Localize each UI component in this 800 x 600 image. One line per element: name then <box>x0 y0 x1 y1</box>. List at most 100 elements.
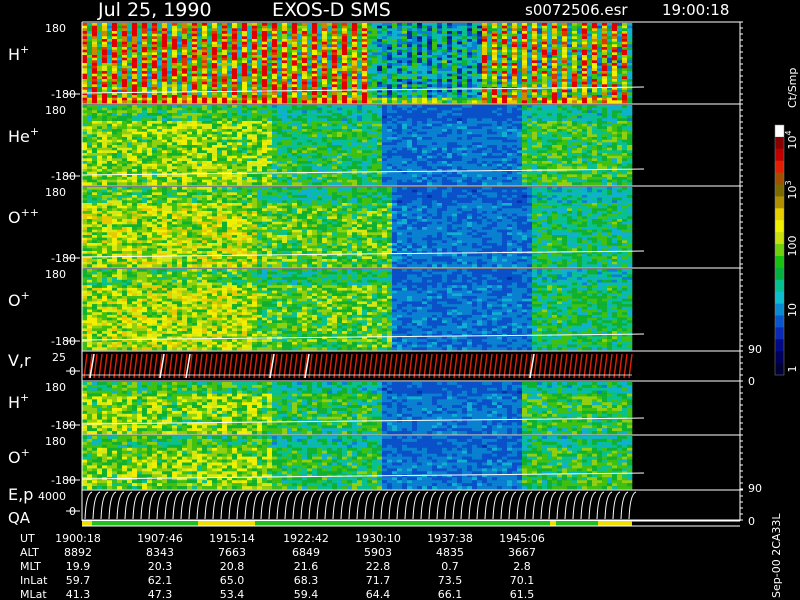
energy-curve <box>228 491 237 520</box>
ephemeris-value: 8892 <box>64 546 92 559</box>
velocity-streak <box>258 353 263 379</box>
colorbar-swatch <box>775 208 784 221</box>
ephemeris-value: 53.4 <box>220 588 245 600</box>
energy-curve <box>284 491 293 520</box>
velocity-streak <box>613 353 618 379</box>
velocity-streak <box>403 353 408 379</box>
velocity-streak <box>158 353 163 379</box>
velocity-streak <box>133 353 138 379</box>
velocity-streak <box>473 353 478 379</box>
velocity-streak <box>163 353 168 379</box>
energy-curve <box>332 491 341 520</box>
y-axis-min-label: -180 <box>51 474 76 487</box>
spectrogram-panel <box>81 380 743 436</box>
colorbar-swatch <box>775 303 784 316</box>
colorbar-swatch <box>775 327 784 340</box>
ephemeris-value: 0.7 <box>441 560 459 573</box>
ephemeris-value: 1915:14 <box>209 532 255 545</box>
ephemeris-row-label: InLat <box>20 574 48 587</box>
velocity-streak <box>208 353 213 379</box>
colorbar-tick-label: 100 <box>786 236 799 257</box>
velocity-panel <box>81 350 743 382</box>
energy-curve <box>132 491 141 520</box>
y-axis-min-label: -180 <box>51 170 76 183</box>
ephemeris-row-label: MLat <box>20 588 47 600</box>
ephemeris-value: 47.3 <box>148 588 173 600</box>
y-axis-max-label: 25 <box>52 351 66 364</box>
velocity-streak <box>248 353 253 379</box>
colorbar-swatch <box>775 279 784 293</box>
velocity-streak <box>98 353 103 379</box>
velocity-streak <box>373 353 378 379</box>
velocity-streak <box>123 353 128 379</box>
velocity-streak <box>298 353 303 379</box>
energy-curve <box>444 491 453 520</box>
energy-curve <box>356 491 365 520</box>
ephemeris-value: 20.8 <box>220 560 245 573</box>
colorbar-swatch <box>775 244 784 257</box>
velocity-streak <box>513 353 518 379</box>
energy-curve <box>108 491 117 520</box>
energy-curve <box>300 491 309 520</box>
velocity-streak <box>518 353 523 379</box>
velocity-streak <box>478 353 483 379</box>
energy-panel <box>81 489 743 522</box>
ephemeris-value: 41.3 <box>66 588 91 600</box>
energy-curve <box>348 491 357 520</box>
energy-curve <box>548 491 557 520</box>
panel-label: E,p <box>8 485 33 504</box>
velocity-streak <box>313 353 318 379</box>
velocity-streak <box>438 353 443 379</box>
energy-curve <box>316 491 325 520</box>
energy-curve <box>380 491 389 520</box>
energy-curve <box>324 491 333 520</box>
velocity-marker <box>529 353 535 379</box>
ephemeris-value: 21.6 <box>294 560 319 573</box>
velocity-streak <box>503 353 508 379</box>
ephemeris-value: 1900:18 <box>55 532 101 545</box>
colorbar-frame <box>774 124 785 376</box>
velocity-streak <box>143 353 148 379</box>
energy-curve <box>308 491 317 520</box>
y-axis-min-label: -180 <box>51 419 76 432</box>
colorbar-swatch <box>775 136 784 150</box>
spectrogram-panel <box>81 185 743 269</box>
energy-curve <box>388 491 397 520</box>
velocity-streak <box>83 353 88 379</box>
velocity-streak <box>288 353 293 379</box>
velocity-streak <box>198 353 203 379</box>
velocity-streak <box>118 353 123 379</box>
ephemeris-value: 20.3 <box>148 560 173 573</box>
velocity-streak <box>253 353 258 379</box>
velocity-streak <box>553 353 558 379</box>
velocity-streak <box>563 353 568 379</box>
velocity-marker <box>159 353 165 379</box>
panel-label: O+ <box>8 289 30 310</box>
spectrogram-cells <box>82 105 633 186</box>
velocity-streak <box>223 353 228 379</box>
velocity-streak <box>528 353 533 379</box>
velocity-marker <box>185 353 191 379</box>
velocity-streak <box>428 353 433 379</box>
energy-curve <box>460 491 469 520</box>
velocity-streak <box>338 353 343 379</box>
ephemeris-value: 66.1 <box>438 588 463 600</box>
velocity-streak <box>483 353 488 379</box>
panel-label: V,r <box>8 351 31 370</box>
energy-curve <box>508 491 517 520</box>
velocity-streak <box>413 353 418 379</box>
velocity-streak <box>343 353 348 379</box>
ephemeris-value: 70.1 <box>510 574 535 587</box>
colorbar-swatch <box>775 196 784 209</box>
velocity-streak <box>573 353 578 379</box>
spectrogram-cells <box>82 269 633 351</box>
spectrogram-cells <box>82 382 633 435</box>
velocity-streak <box>348 353 353 379</box>
colorbar-tick-label: 10 <box>786 303 799 317</box>
energy-curve <box>148 491 157 520</box>
velocity-streak <box>153 353 158 379</box>
energy-curve <box>364 491 373 520</box>
velocity-streak <box>393 353 398 379</box>
energy-curve <box>140 491 149 520</box>
